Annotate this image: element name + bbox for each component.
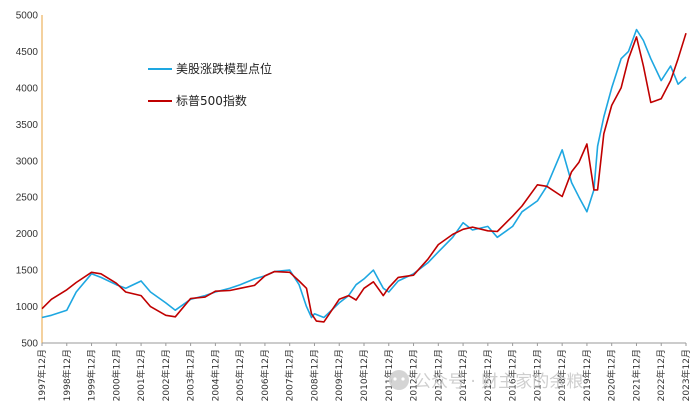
y-tick-label: 500 [21, 339, 38, 350]
series-group [41, 28, 687, 323]
series-line-sp500 [41, 32, 687, 323]
series-line-model [41, 28, 687, 319]
x-tick-label: 2020年12月 [606, 349, 618, 401]
x-tick-label: 2003年12月 [185, 349, 197, 401]
x-tick-label: 2018年12月 [556, 349, 568, 401]
x-tick-label: 1999年12月 [86, 349, 98, 401]
y-tick-label: 1500 [16, 266, 39, 277]
x-tick-label: 2010年12月 [358, 349, 370, 401]
watermark: 公众号 · 财主家的余粮 [389, 370, 583, 392]
x-tick-label: 2016年12月 [507, 349, 519, 401]
x-tick-label: 2022年12月 [655, 349, 667, 401]
y-tick-label: 2500 [16, 193, 39, 204]
x-tick-label: 2011年12月 [383, 349, 395, 401]
x-tick-label: 1997年12月 [36, 349, 48, 401]
x-tick-label: 2015年12月 [482, 349, 494, 401]
x-tick-label: 2017年12月 [531, 349, 543, 401]
x-tick-label: 2009年12月 [333, 349, 345, 401]
x-tick-label: 1998年12月 [61, 349, 73, 401]
x-tick-label: 2023年12月 [680, 349, 692, 401]
legend-label-model: 美股涨跌模型点位 [176, 61, 272, 76]
x-tick-label: 2007年12月 [284, 349, 296, 401]
legend-label-sp500: 标普500指数 [176, 93, 247, 108]
x-tick-label: 2004年12月 [209, 349, 221, 401]
x-tick-label: 2021年12月 [630, 349, 642, 401]
y-axis: 500 1000 1500 2000 2500 3000 3500 4000 4500 5000 [16, 11, 43, 350]
x-tick-label: 2008年12月 [308, 349, 320, 401]
x-tick-label: 2014年12月 [457, 349, 469, 401]
y-tick-label: 4000 [16, 83, 39, 94]
x-tick-label: 2013年12月 [432, 349, 444, 401]
y-tick-label: 2000 [16, 229, 39, 240]
y-tick-label: 3500 [16, 120, 39, 131]
x-axis: 1997年12月 1998年12月 1999年12月 2000年12月 2001年12月… [36, 342, 692, 401]
watermark-logo-eye-right [401, 377, 405, 381]
watermark-logo-icon [389, 370, 409, 390]
y-tick-label: 3000 [16, 156, 39, 167]
x-tick-label: 2019年12月 [581, 349, 593, 401]
x-tick-label: 2000年12月 [110, 349, 122, 401]
x-tick-label: 2001年12月 [135, 349, 147, 401]
watermark-text: 公众号 · 财主家的余粮 [414, 372, 583, 392]
x-tick-label: 2012年12月 [408, 349, 420, 401]
watermark-logo-eye-left [393, 377, 397, 381]
x-tick-label: 2006年12月 [259, 349, 271, 401]
y-tick-label: 4500 [16, 47, 39, 58]
y-tick-label: 5000 [16, 11, 39, 22]
y-tick-label: 1000 [16, 302, 39, 313]
x-tick-label: 2005年12月 [234, 349, 246, 401]
legend: 美股涨跌模型点位 标普500指数 [148, 61, 272, 108]
x-tick-label: 2002年12月 [160, 349, 172, 401]
